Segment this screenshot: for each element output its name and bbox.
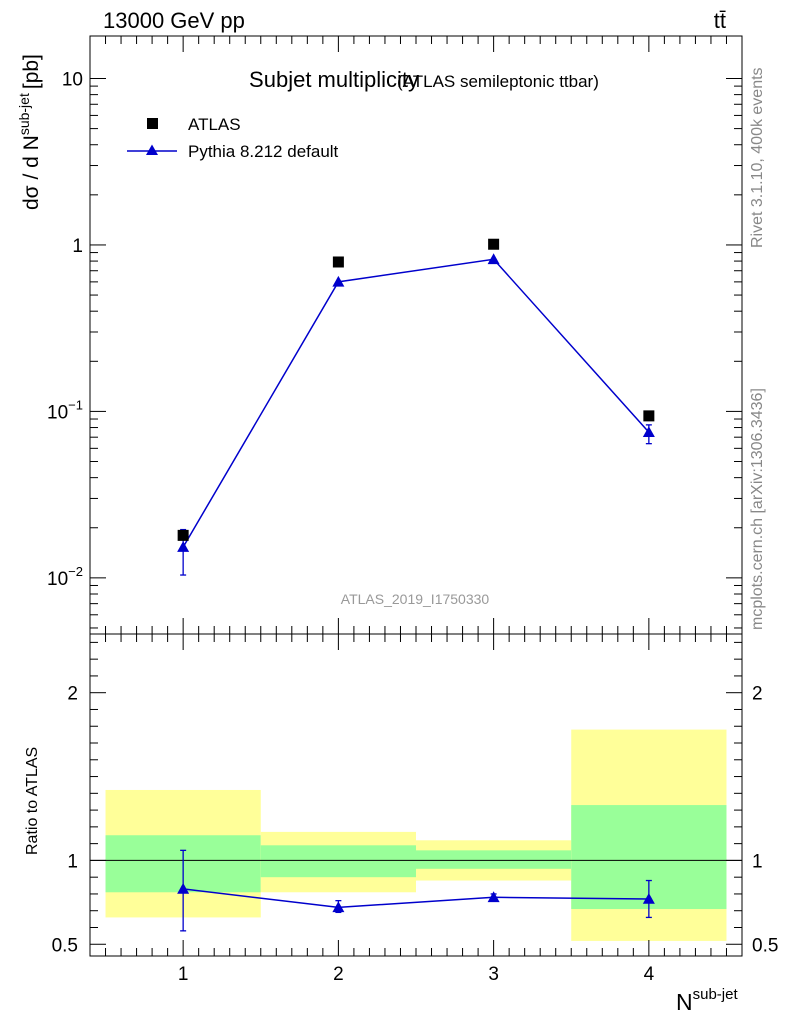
uncertainty-band-green [260, 845, 416, 878]
ratio-ytick-label-right: 2 [752, 684, 763, 705]
main-ytick-label: 10 [62, 69, 83, 90]
ratio-xtick-label: 1 [178, 964, 189, 985]
main-ylabel-text: dσ / d N [20, 135, 43, 210]
process-label: tt̄ [714, 8, 726, 33]
pythia-point [642, 426, 655, 438]
main-ylabel: dσ / d Nsub-jet [pb] [16, 54, 43, 210]
pythia-ratio-line [183, 888, 649, 909]
main-ytick-label-exp: −1 [68, 397, 83, 412]
source-label: mcplots.cern.ch [arXiv:1306.3436] [749, 388, 766, 630]
ratio-xtick-label: 2 [333, 964, 344, 985]
main-ytick-label-base: 10 [47, 569, 68, 590]
pythia-point [177, 541, 190, 552]
pythia-line [182, 258, 650, 548]
ratio-xtick-label: 4 [644, 964, 655, 985]
legend-label-pythia: Pythia 8.212 default [188, 142, 339, 161]
main-ytick-label: 10−1 [47, 397, 83, 423]
main-ylabel-sup: sub-jet [16, 93, 32, 135]
ratio-panel: 0.5 0.5 1 1 2 2 1 2 3 4 Ratio to ATLAS Nsub-jet [24, 633, 778, 1015]
chart-title: Subjet multiplicity [249, 67, 419, 92]
chart-subtitle: (ATLAS semileptonic ttbar) [397, 72, 599, 91]
main-ytick-label-base: 10 [47, 402, 68, 423]
energy-label: 13000 GeV pp [103, 8, 245, 33]
ratio-ytick-label-left: 0.5 [52, 935, 78, 956]
legend-marker-atlas [147, 118, 158, 129]
pythia-ratio-point [487, 891, 500, 903]
ratio-ylabel: Ratio to ATLAS [24, 747, 41, 855]
pythia-point [487, 253, 500, 265]
rivet-label: Rivet 3.1.10, 400k events [749, 67, 766, 248]
pythia-ratio-point [177, 882, 190, 894]
legend-marker-pythia [146, 144, 158, 155]
main-ytick-label-base: 1 [72, 236, 83, 257]
legend: ATLAS Pythia 8.212 default [127, 115, 339, 161]
main-ylabel-unit: [pb] [20, 54, 43, 89]
ratio-xtick-label: 3 [488, 964, 499, 985]
pythia-ratio-point [332, 901, 345, 913]
ratio-ytick-label-left: 2 [67, 684, 78, 705]
uncertainty-band-green [416, 850, 572, 869]
main-ytick-label-exp: −2 [68, 564, 83, 579]
atlas-point [332, 256, 344, 268]
atlas-point [177, 529, 189, 541]
atlas-point [488, 238, 500, 250]
ratio-ytick-label-right: 0.5 [752, 935, 778, 956]
analysis-watermark: ATLAS_2019_I1750330 [341, 591, 490, 607]
ratio-ytick-label-left: 1 [67, 851, 78, 872]
atlas-point [643, 410, 655, 422]
ratio-xlabel: Nsub-jet [676, 986, 738, 1015]
main-ytick-label: 1 [72, 236, 83, 257]
ratio-xlabel-text: N [676, 989, 693, 1015]
main-ytick-label: 10−2 [47, 564, 83, 590]
pythia-ratio-point [642, 892, 655, 904]
legend-label-atlas: ATLAS [188, 115, 241, 134]
pythia-point [332, 275, 345, 287]
main-ytick-label-base: 10 [62, 69, 83, 90]
ratio-ytick-label-right: 1 [752, 851, 763, 872]
ratio-xlabel-sup: sub-jet [693, 986, 739, 1003]
